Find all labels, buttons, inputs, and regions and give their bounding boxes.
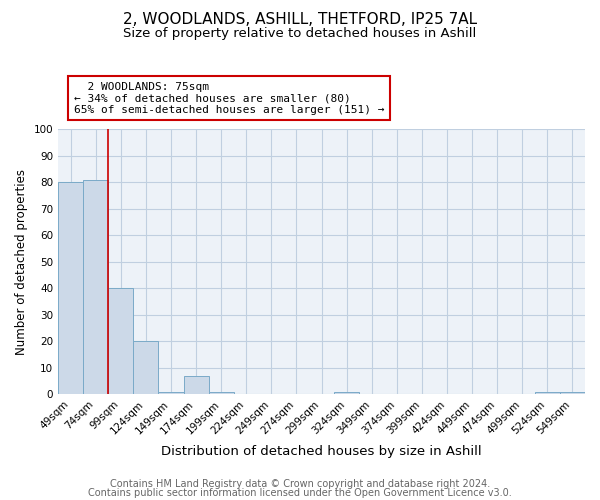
- Text: 2 WOODLANDS: 75sqm
← 34% of detached houses are smaller (80)
65% of semi-detache: 2 WOODLANDS: 75sqm ← 34% of detached hou…: [74, 82, 385, 115]
- Bar: [184, 376, 209, 394]
- Bar: [209, 392, 233, 394]
- Bar: [133, 342, 158, 394]
- Bar: [334, 392, 359, 394]
- Text: Contains HM Land Registry data © Crown copyright and database right 2024.: Contains HM Land Registry data © Crown c…: [110, 479, 490, 489]
- Text: Contains public sector information licensed under the Open Government Licence v3: Contains public sector information licen…: [88, 488, 512, 498]
- Y-axis label: Number of detached properties: Number of detached properties: [15, 169, 28, 355]
- Text: 2, WOODLANDS, ASHILL, THETFORD, IP25 7AL: 2, WOODLANDS, ASHILL, THETFORD, IP25 7AL: [123, 12, 477, 28]
- Bar: [560, 392, 585, 394]
- Bar: [83, 180, 108, 394]
- X-axis label: Distribution of detached houses by size in Ashill: Distribution of detached houses by size …: [161, 444, 482, 458]
- Bar: [58, 182, 83, 394]
- Bar: [108, 288, 133, 395]
- Bar: [158, 392, 184, 394]
- Bar: [535, 392, 560, 394]
- Text: Size of property relative to detached houses in Ashill: Size of property relative to detached ho…: [124, 28, 476, 40]
